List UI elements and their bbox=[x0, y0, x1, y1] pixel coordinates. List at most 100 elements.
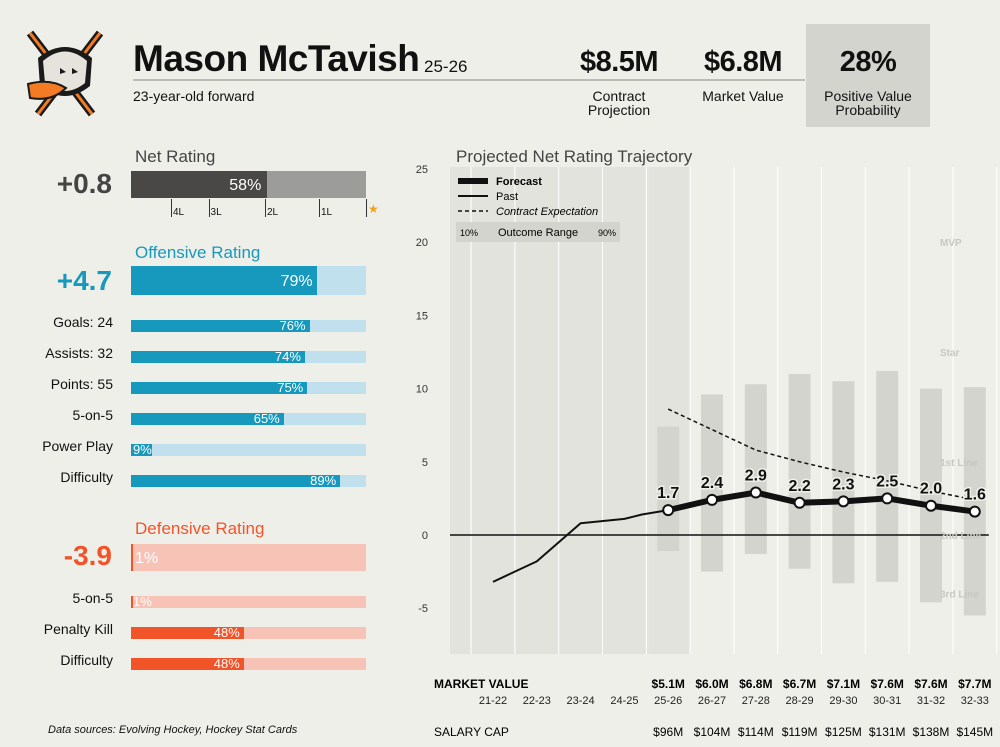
offensive-row-track bbox=[131, 444, 366, 456]
tier-tick-label: 3L bbox=[210, 207, 222, 218]
y-tick-label: -5 bbox=[418, 603, 428, 615]
y-tick-label: 0 bbox=[422, 530, 428, 542]
outcome-range-bar bbox=[920, 388, 942, 603]
season-tick-label: 29-30 bbox=[829, 695, 857, 707]
offensive-row-label: Goals: 24 bbox=[53, 314, 113, 330]
tier-tick bbox=[170, 199, 172, 217]
tier-label: MVP bbox=[940, 238, 962, 249]
salary-cap-cell: $145M bbox=[956, 725, 993, 739]
offensive-row-label: Power Play bbox=[42, 438, 113, 454]
kpi-highlight-box bbox=[806, 24, 930, 127]
forecast-value-label: 1.7 bbox=[657, 485, 679, 502]
season-tick-label: 32-33 bbox=[961, 695, 989, 707]
offensive-row-bar: 65% bbox=[131, 411, 366, 426]
offensive-row-pct-label: 76% bbox=[279, 318, 306, 333]
market-value-cell: $7.6M bbox=[914, 677, 947, 691]
offensive-row-pct-label: 65% bbox=[253, 411, 280, 426]
offensive-rating-bar: 79% bbox=[131, 266, 366, 295]
market-value-cell: $7.7M bbox=[958, 677, 991, 691]
offensive-row-pct-label: 9% bbox=[133, 442, 152, 457]
offensive-row-label: Points: 55 bbox=[50, 376, 113, 392]
legend-range-high: 90% bbox=[598, 228, 616, 238]
offensive-row-fill bbox=[131, 382, 308, 394]
forecast-value-label: 2.9 bbox=[745, 468, 767, 485]
market-value-cell: $7.6M bbox=[871, 677, 904, 691]
offensive-rating-value: +4.7 bbox=[56, 265, 112, 296]
season-tick-label: 25-26 bbox=[654, 695, 682, 707]
current-season-shade bbox=[648, 167, 691, 655]
offensive-row-fill bbox=[131, 444, 153, 456]
forecast-value-label: 2.0 bbox=[920, 481, 942, 498]
contract-projection-label: Contract Projection bbox=[587, 88, 651, 118]
forecast-point bbox=[881, 492, 894, 505]
defensive-row-bar: 48% bbox=[131, 656, 366, 671]
salary-cap-row-label: SALARY CAP bbox=[434, 725, 509, 739]
season-tick-label: 27-28 bbox=[742, 695, 770, 707]
market-value-cell: $6.7M bbox=[783, 677, 816, 691]
outcome-range-bar bbox=[657, 426, 680, 552]
offensive-breakdown: Goals: 24 76% Assists: 32 74% Points: 55 75% 5… bbox=[0, 312, 370, 502]
salary-cap-cell: $119M bbox=[782, 725, 818, 739]
tier-tick bbox=[319, 199, 320, 217]
season-tick-label: 23-24 bbox=[567, 695, 595, 707]
season-label: 25-26 bbox=[424, 57, 468, 76]
defensive-rating-bar: 1% bbox=[131, 544, 366, 571]
offensive-row-bar: 74% bbox=[131, 349, 366, 364]
salary-cap-cell: $131M bbox=[869, 725, 906, 739]
offensive-row-bar: 9% bbox=[131, 442, 366, 457]
forecast-point bbox=[837, 495, 850, 508]
forecast-value-label: 2.5 bbox=[876, 473, 898, 490]
offensive-row-pct-label: 75% bbox=[277, 380, 304, 395]
defensive-row-pct-label: 1% bbox=[133, 594, 152, 609]
offensive-rating-pct-label: 79% bbox=[280, 272, 313, 290]
net-rating-fill bbox=[131, 171, 268, 198]
data-source-note: Data sources: Evolving Hockey, Hockey St… bbox=[48, 724, 298, 736]
player-subtitle: 23-year-old forward bbox=[133, 88, 255, 104]
outcome-range-bar bbox=[788, 373, 811, 569]
offensive-row-fill bbox=[131, 475, 341, 487]
net-rating-value: +0.8 bbox=[56, 168, 112, 199]
forecast-point bbox=[706, 493, 718, 506]
past-region-shade bbox=[450, 167, 649, 655]
forecast-point bbox=[925, 499, 937, 512]
chart-legend: Forecast Past Contract Expectation 10% Outco… bbox=[456, 176, 620, 242]
forecast-line bbox=[667, 489, 976, 515]
defensive-row-pct-label: 48% bbox=[213, 656, 240, 671]
chart-title: Projected Net Rating Trajectory bbox=[456, 147, 693, 166]
offensive-row-label: Assists: 32 bbox=[45, 345, 113, 361]
positive-value-probability-label: Positive Value Probability bbox=[824, 88, 912, 118]
legend-contract-label: Contract Expectation bbox=[496, 206, 598, 218]
market-value-value: $6.8M bbox=[703, 46, 783, 78]
forecast-value-label: 2.3 bbox=[832, 476, 854, 493]
net-rating-tiers: 4L 3L 2L 1L ★ bbox=[131, 199, 379, 219]
market-value-label: Market Value bbox=[702, 88, 784, 104]
contract-expectation-line bbox=[667, 408, 975, 501]
defensive-rating-value: -3.9 bbox=[63, 540, 112, 571]
defensive-row-bar: 1% bbox=[131, 594, 366, 609]
forecast-point bbox=[968, 505, 981, 518]
net-rating-pct-label: 58% bbox=[229, 176, 262, 194]
salary-cap-cell: $125M bbox=[825, 725, 862, 739]
net-rating-trajectory-chart: -5 0 5 10 15 20 25 MVP Star 1st Line 2nd Line 3rd L… bbox=[416, 147, 998, 739]
market-value-cell: $7.1M bbox=[827, 677, 860, 691]
offensive-row-label: Difficulty bbox=[60, 469, 113, 485]
salary-cap-cell: $96M bbox=[653, 725, 683, 739]
market-value-cell: $6.0M bbox=[695, 677, 728, 691]
star-icon: ★ bbox=[368, 202, 379, 216]
past-line bbox=[492, 509, 669, 583]
offensive-row-fill bbox=[131, 320, 310, 332]
defensive-row-fill bbox=[131, 596, 134, 608]
defensive-row-label: Penalty Kill bbox=[43, 621, 113, 637]
defensive-breakdown: 5-on-5 1% Penalty Kill 48% Difficulty 48% bbox=[0, 588, 370, 678]
market-value-cell: $6.8M bbox=[739, 677, 772, 691]
season-tick-label: 31-32 bbox=[917, 695, 945, 707]
legend-range-label: Outcome Range bbox=[498, 227, 578, 239]
offensive-rating-title: Offensive Rating bbox=[135, 243, 261, 262]
legend-range-low: 10% bbox=[460, 228, 478, 238]
outcome-range-bar bbox=[744, 384, 767, 555]
tier-label: 2nd Line bbox=[940, 531, 982, 542]
y-tick-label: 10 bbox=[416, 384, 428, 396]
defensive-row-label: Difficulty bbox=[60, 652, 113, 668]
offensive-row-bar: 76% bbox=[131, 318, 366, 333]
outcome-range-bar bbox=[701, 394, 723, 572]
